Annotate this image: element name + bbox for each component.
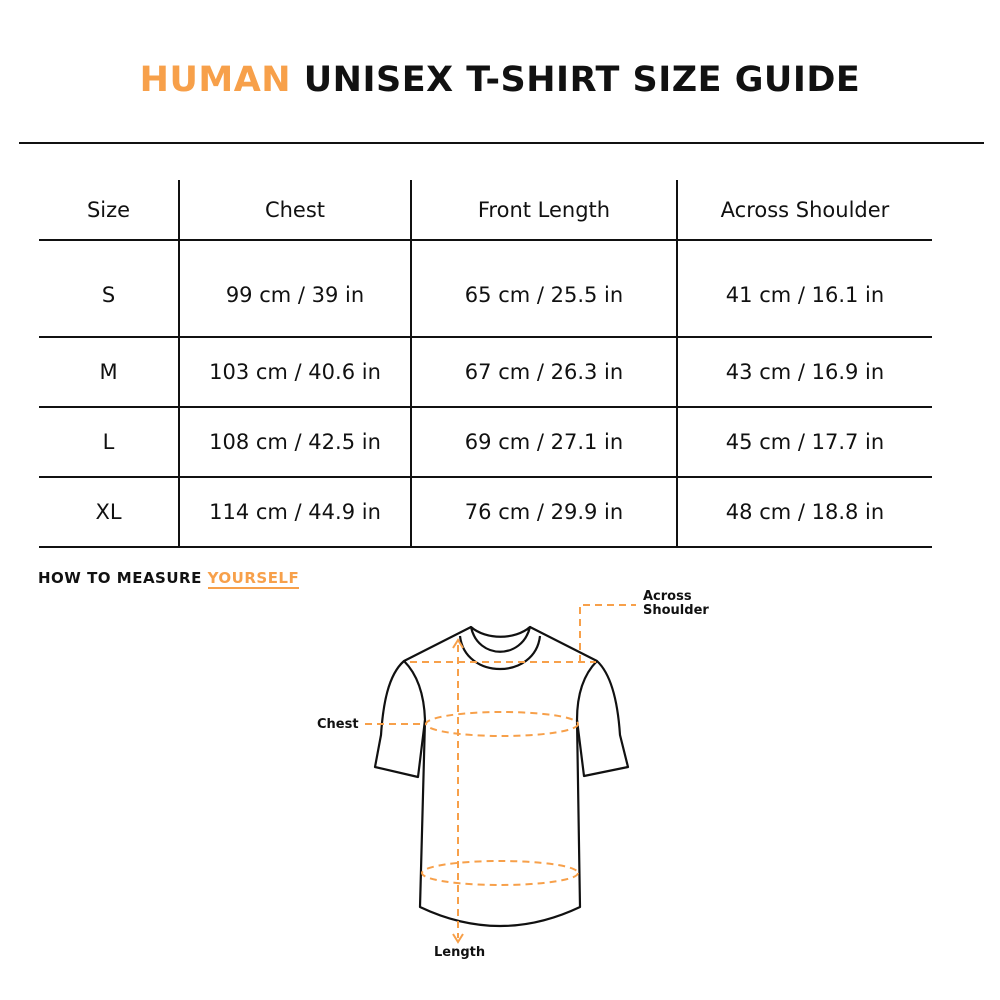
label-shoulder: Shoulder: [643, 603, 709, 618]
measure-lines: [365, 604, 636, 938]
table-header-row: Size Chest Front Length Across Shoulder: [39, 180, 932, 241]
label-length: Length: [434, 945, 485, 960]
how-to-measure-heading: HOW TO MEASURE YOURSELF: [38, 569, 300, 589]
cell-size: XL: [39, 477, 179, 548]
tshirt-outline: [373, 625, 630, 928]
table-row: M 103 cm / 40.6 in 67 cm / 26.3 in 43 cm / …: [39, 337, 932, 408]
cell-chest: 103 cm / 40.6 in: [178, 337, 411, 408]
howto-prefix: HOW TO MEASURE: [38, 569, 202, 587]
page-title: HUMAN UNISEX T-SHIRT SIZE GUIDE: [0, 60, 1000, 100]
cell-across-shoulder: 45 cm / 17.7 in: [676, 407, 932, 478]
chest-ellipse: [425, 711, 579, 737]
cell-front-length: 67 cm / 26.3 in: [410, 337, 677, 408]
cell-across-shoulder: 48 cm / 18.8 in: [676, 477, 932, 548]
cell-size: S: [39, 240, 179, 338]
table-row: XL 114 cm / 44.9 in 76 cm / 29.9 in 48 cm /…: [39, 477, 932, 548]
label-chest: Chest: [317, 717, 359, 732]
header-size: Size: [39, 180, 179, 241]
hem-ellipse: [421, 860, 579, 886]
arrow-up-icon: [452, 638, 464, 649]
cell-chest: 99 cm / 39 in: [178, 240, 411, 338]
cell-size: M: [39, 337, 179, 408]
cell-chest: 114 cm / 44.9 in: [178, 477, 411, 548]
cell-size: L: [39, 407, 179, 478]
size-table: Size Chest Front Length Across Shoulder …: [39, 180, 932, 548]
table-row: S 99 cm / 39 in 65 cm / 25.5 in 41 cm / 16.…: [39, 240, 932, 338]
header-across-shoulder: Across Shoulder: [676, 180, 932, 241]
cell-across-shoulder: 43 cm / 16.9 in: [676, 337, 932, 408]
cell-front-length: 65 cm / 25.5 in: [410, 240, 677, 338]
cell-front-length: 69 cm / 27.1 in: [410, 407, 677, 478]
cell-chest: 108 cm / 42.5 in: [178, 407, 411, 478]
howto-accent: YOURSELF: [207, 569, 300, 589]
arrowheads: [452, 638, 464, 944]
table-row: L 108 cm / 42.5 in 69 cm / 27.1 in 45 cm / …: [39, 407, 932, 478]
shoulder-leader: [579, 604, 636, 662]
cell-front-length: 76 cm / 29.9 in: [410, 477, 677, 548]
title-rest: UNISEX T-SHIRT SIZE GUIDE: [303, 60, 861, 100]
header-front-length: Front Length: [410, 180, 677, 241]
title-divider: [19, 142, 984, 144]
cell-across-shoulder: 41 cm / 16.1 in: [676, 240, 932, 338]
arrow-down-icon: [452, 933, 464, 944]
label-across: Across: [643, 589, 692, 604]
header-chest: Chest: [178, 180, 411, 241]
title-accent: HUMAN: [139, 60, 292, 100]
